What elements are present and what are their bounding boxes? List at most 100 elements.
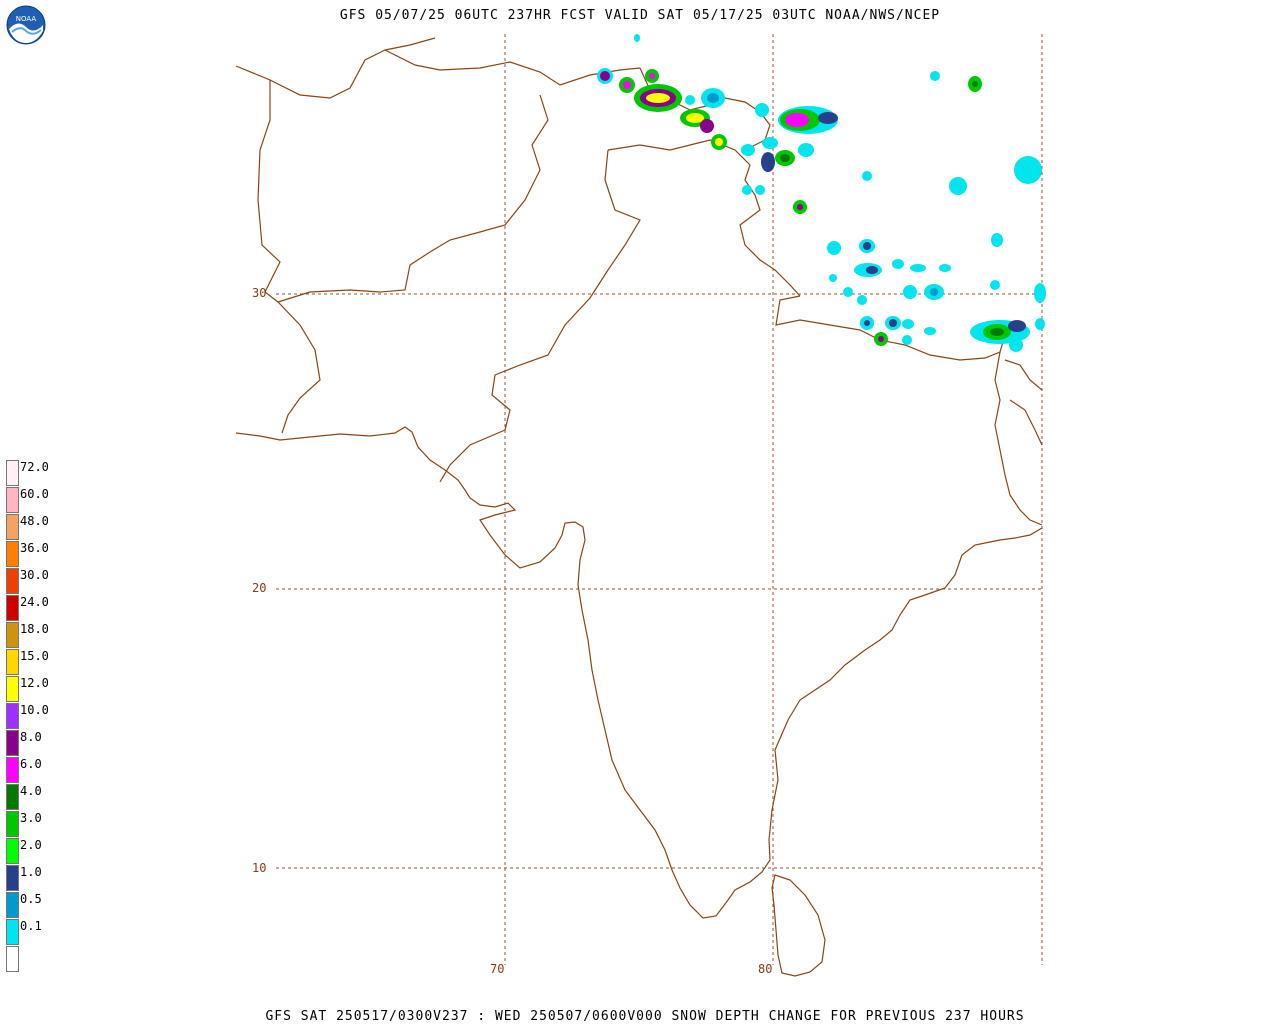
- snow-blob: [863, 242, 871, 250]
- logo-text: NOAA: [16, 15, 37, 23]
- legend-swatch: [6, 919, 19, 945]
- snow-blob: [600, 71, 610, 81]
- snow-blob: [762, 137, 778, 149]
- snow-blob: [785, 113, 809, 127]
- snow-blob: [761, 152, 775, 172]
- snow-blob: [889, 319, 897, 327]
- boundaries: [235, 37, 1043, 977]
- legend-label: 6.0: [20, 757, 42, 771]
- snow-blob: [990, 280, 1000, 290]
- snow-blob: [903, 285, 917, 299]
- snow-blob: [1014, 156, 1042, 184]
- map-title: GFS 05/07/25 06UTC 237HR FCST VALID SAT …: [339, 8, 941, 23]
- bangladesh-border: [994, 351, 1043, 526]
- pak-afg-border: [235, 65, 321, 434]
- snow-blob: [827, 241, 841, 255]
- myanmar-border: [1009, 399, 1043, 446]
- legend-label: 12.0: [20, 676, 49, 690]
- snow-blob: [634, 34, 640, 42]
- legend-swatch: [6, 622, 19, 648]
- snow-blob: [924, 327, 936, 335]
- sri-lanka-coastline: [771, 874, 826, 977]
- legend-label: 0.1: [20, 919, 42, 933]
- snow-blob: [878, 336, 884, 342]
- legend-swatch: [6, 676, 19, 702]
- legend-label: 4.0: [20, 784, 42, 798]
- legend-swatch: [6, 487, 19, 513]
- india-pak-border: [439, 149, 641, 483]
- snow-blob: [910, 264, 926, 272]
- legend-swatch: [6, 568, 19, 594]
- ne-india-border: [1004, 359, 1043, 391]
- nepal-border: [775, 295, 1006, 361]
- legend-label: 3.0: [20, 811, 42, 825]
- legend-swatch: [6, 784, 19, 810]
- legend-label: 48.0: [20, 514, 49, 528]
- snow-blob: [1008, 320, 1026, 332]
- legend-swatch: [6, 703, 19, 729]
- snow-blob: [755, 185, 765, 195]
- legend-swatch: [6, 460, 19, 486]
- legend-swatch: [6, 730, 19, 756]
- snow-blob: [862, 171, 872, 181]
- noaa-logo-icon: NOAA: [6, 5, 46, 45]
- snow-blob: [741, 144, 755, 156]
- legend-label: 8.0: [20, 730, 42, 744]
- snow-blob: [939, 264, 951, 272]
- snow-blob: [829, 274, 837, 282]
- snow-blob: [930, 71, 940, 81]
- lon-label-70: 70: [490, 962, 505, 976]
- legend-label: 0.5: [20, 892, 42, 906]
- snow-blob: [685, 95, 695, 105]
- graticule: [276, 34, 1043, 965]
- snow-blob: [892, 259, 904, 269]
- legend-label: 1.0: [20, 865, 42, 879]
- snow-blob: [972, 81, 978, 87]
- legend-swatch: [6, 595, 19, 621]
- snow-blob: [991, 233, 1003, 247]
- legend-swatch: [6, 892, 19, 918]
- lat-label-10: 10: [252, 861, 267, 875]
- snow-blob: [949, 177, 967, 195]
- legend-swatch: [6, 838, 19, 864]
- legend-label: 2.0: [20, 838, 42, 852]
- afg-north-border: [269, 37, 436, 99]
- snow-blob: [780, 154, 790, 162]
- snow-blob: [1034, 283, 1046, 303]
- snow-blob: [990, 328, 1004, 336]
- legend-label: 24.0: [20, 595, 49, 609]
- snow-blob: [707, 93, 719, 103]
- legend-swatch: [6, 514, 19, 540]
- legend-label: 60.0: [20, 487, 49, 501]
- snow-blob: [818, 112, 838, 124]
- snow-blob: [902, 319, 914, 329]
- legend-swatch: [6, 757, 19, 783]
- snow-depth-shading: [597, 34, 1046, 352]
- legend-label: 72.0: [20, 460, 49, 474]
- snow-blob: [686, 113, 704, 123]
- snow-blob: [797, 204, 803, 210]
- snow-blob: [1035, 318, 1045, 330]
- snow-blob: [755, 103, 769, 117]
- snow-blob: [700, 119, 714, 133]
- snow-blob: [649, 73, 655, 79]
- legend-label: 18.0: [20, 622, 49, 636]
- snow-blob: [798, 143, 814, 157]
- map-footer: GFS SAT 250517/0300V237 : WED 250507/060…: [265, 1009, 1025, 1024]
- snow-blob: [715, 138, 723, 146]
- legend-swatch: [6, 946, 19, 972]
- snow-blob: [930, 288, 938, 296]
- lat-label-30: 30: [252, 286, 267, 300]
- snow-blob: [843, 287, 853, 297]
- pak-inner-border: [277, 94, 549, 303]
- legend-swatch: [6, 865, 19, 891]
- snow-blob: [857, 295, 867, 305]
- snow-blob: [864, 320, 870, 326]
- legend-label: 30.0: [20, 568, 49, 582]
- legend-label: 10.0: [20, 703, 49, 717]
- snow-blob: [742, 185, 752, 195]
- snow-blob: [646, 93, 670, 103]
- legend-label: 36.0: [20, 541, 49, 555]
